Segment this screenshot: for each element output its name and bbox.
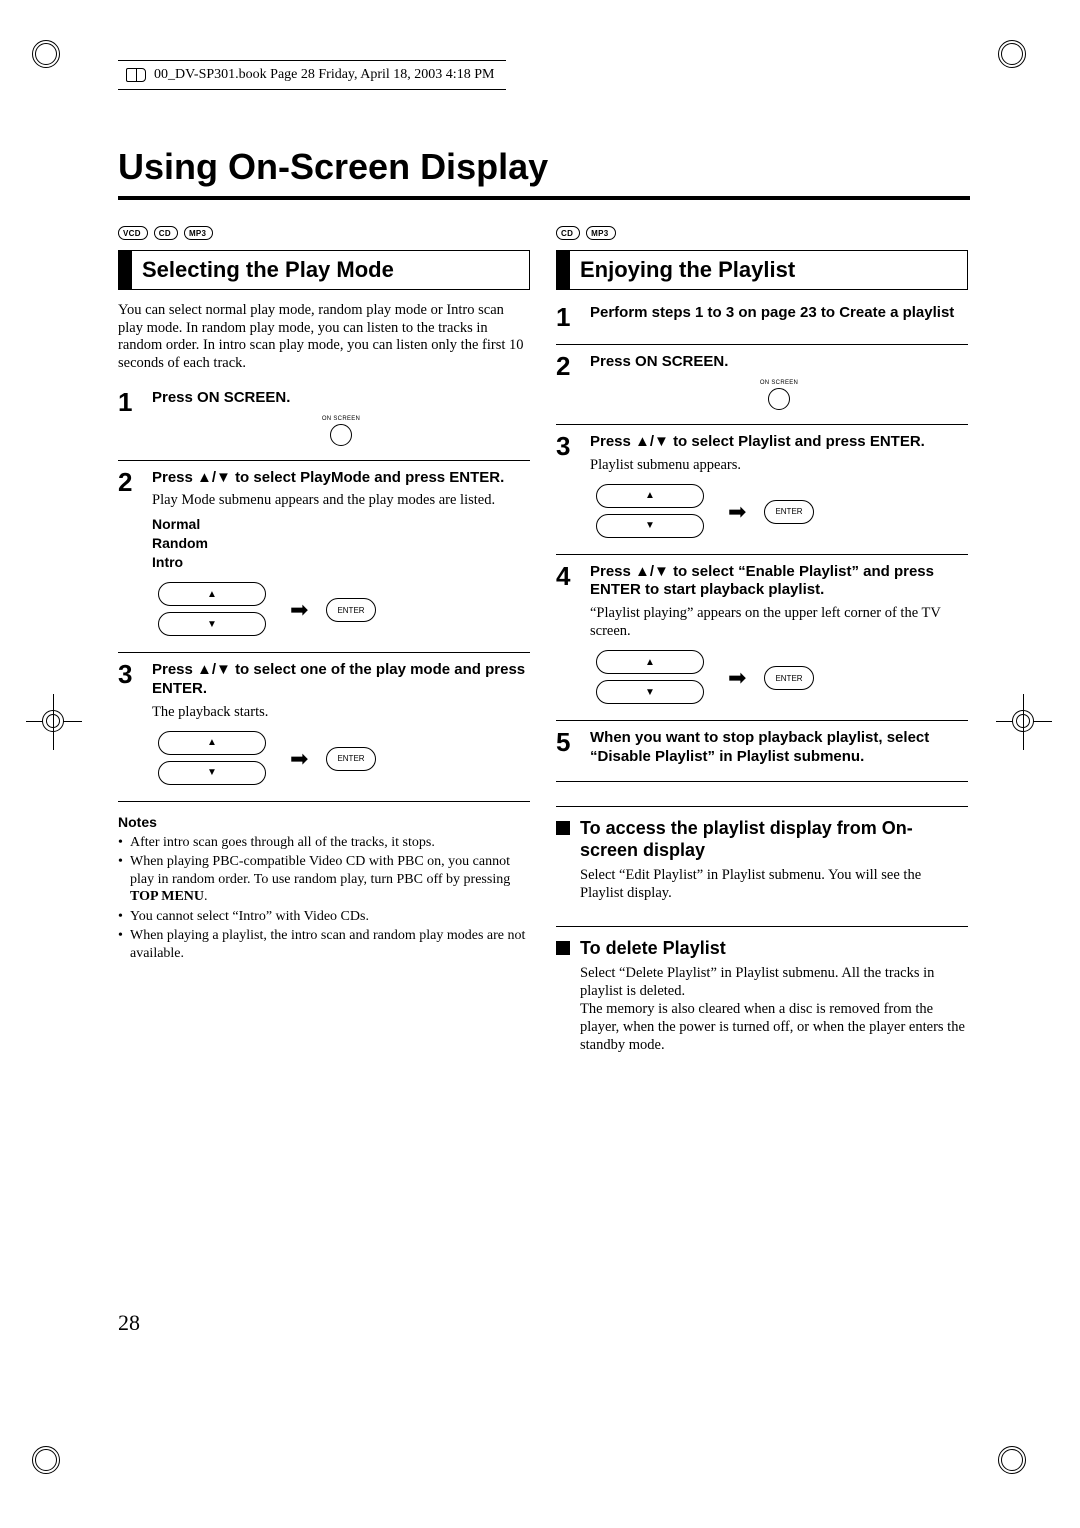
format-badge: MP3 bbox=[184, 226, 213, 240]
columns: VCD CD MP3 Selecting the Play Mode You can… bbox=[118, 226, 970, 1054]
nav-enter-diagram: ▲ ▼ ➡ ENTER bbox=[590, 484, 968, 540]
crop-mark-icon bbox=[998, 40, 1026, 68]
updown-buttons-icon: ▲ ▼ bbox=[590, 650, 710, 706]
step-desc: “Playlist playing” appears on the upper … bbox=[590, 604, 968, 640]
crop-mark-cross-icon bbox=[26, 694, 82, 750]
note-item: After intro scan goes through all of the… bbox=[118, 834, 530, 852]
notes-list: After intro scan goes through all of the… bbox=[118, 834, 530, 963]
step: 2 Press ON SCREEN. ON SCREEN bbox=[556, 345, 968, 425]
square-bullet-icon bbox=[556, 821, 570, 835]
format-badge: CD bbox=[556, 226, 580, 240]
step-number: 2 bbox=[556, 353, 580, 410]
sub2-title: To delete Playlist bbox=[580, 937, 968, 960]
left-badges: VCD CD MP3 bbox=[118, 226, 530, 240]
step-number: 5 bbox=[556, 729, 580, 767]
arrow-right-icon: ➡ bbox=[728, 667, 746, 689]
round-button-icon bbox=[768, 388, 790, 410]
step-desc: The playback starts. bbox=[152, 703, 530, 721]
step-title: Press ON SCREEN. bbox=[590, 353, 968, 372]
format-badge: VCD bbox=[118, 226, 148, 240]
sub1-text: Select “Edit Playlist” in Playlist subme… bbox=[580, 866, 968, 902]
step-desc: Playlist submenu appears. bbox=[590, 456, 968, 474]
onscreen-label: ON SCREEN bbox=[322, 416, 360, 422]
right-column: CD MP3 Enjoying the Playlist 1 Perform st… bbox=[556, 226, 968, 1054]
note-item: You cannot select “Intro” with Video CDs… bbox=[118, 908, 530, 926]
left-intro: You can select normal play mode, random … bbox=[118, 302, 530, 373]
square-bullet-icon bbox=[556, 941, 570, 955]
crop-mark-icon bbox=[32, 1446, 60, 1474]
subsection-2: To delete Playlist Select “Delete Playli… bbox=[556, 926, 968, 1054]
step-title: When you want to stop playback playlist,… bbox=[590, 729, 968, 767]
crop-mark-icon bbox=[32, 40, 60, 68]
step-desc: Play Mode submenu appears and the play m… bbox=[152, 491, 530, 509]
step-title: Press ▲/▼ to select PlayMode and press E… bbox=[152, 469, 530, 488]
step-number: 2 bbox=[118, 469, 142, 639]
arrow-right-icon: ➡ bbox=[728, 501, 746, 523]
step: 4 Press ▲/▼ to select “Enable Playlist” … bbox=[556, 555, 968, 722]
updown-buttons-icon: ▲ ▼ bbox=[152, 582, 272, 638]
updown-buttons-icon: ▲ ▼ bbox=[152, 731, 272, 787]
updown-buttons-icon: ▲ ▼ bbox=[590, 484, 710, 540]
note-item: When playing a playlist, the intro scan … bbox=[118, 927, 530, 962]
enter-button-icon: ENTER bbox=[326, 747, 375, 771]
format-badge: CD bbox=[154, 226, 178, 240]
enter-button-icon: ENTER bbox=[764, 500, 813, 524]
nav-enter-diagram: ▲ ▼ ➡ ENTER bbox=[590, 650, 968, 706]
step-number: 3 bbox=[556, 433, 580, 540]
step: 5 When you want to stop playback playlis… bbox=[556, 721, 968, 782]
step-title: Press ▲/▼ to select “Enable Playlist” an… bbox=[590, 563, 968, 601]
step-number: 1 bbox=[556, 304, 580, 330]
onscreen-button-diagram: ON SCREEN bbox=[749, 380, 809, 410]
note-item: When playing PBC-compatible Video CD wit… bbox=[118, 853, 530, 906]
left-section-title: Selecting the Play Mode bbox=[118, 250, 530, 290]
book-icon bbox=[126, 68, 146, 82]
step: 3 Press ▲/▼ to select one of the play mo… bbox=[118, 653, 530, 802]
left-column: VCD CD MP3 Selecting the Play Mode You can… bbox=[118, 226, 530, 1054]
enter-button-icon: ENTER bbox=[326, 598, 375, 622]
arrow-right-icon: ➡ bbox=[290, 748, 308, 770]
right-badges: CD MP3 bbox=[556, 226, 968, 240]
book-header-line: 00_DV-SP301.book Page 28 Friday, April 1… bbox=[118, 60, 506, 90]
right-section-title: Enjoying the Playlist bbox=[556, 250, 968, 290]
sub1-title: To access the playlist display from On-s… bbox=[580, 817, 968, 862]
step-title: Press ▲/▼ to select one of the play mode… bbox=[152, 661, 530, 699]
subsection-1: To access the playlist display from On-s… bbox=[556, 806, 968, 902]
page-content: 00_DV-SP301.book Page 28 Friday, April 1… bbox=[118, 60, 970, 1054]
format-badge: MP3 bbox=[586, 226, 615, 240]
step: 3 Press ▲/▼ to select Playlist and press… bbox=[556, 425, 968, 555]
page-number: 28 bbox=[118, 1310, 140, 1336]
step-title: Press ▲/▼ to select Playlist and press E… bbox=[590, 433, 968, 452]
onscreen-button-diagram: ON SCREEN bbox=[311, 416, 371, 446]
step-number: 1 bbox=[118, 389, 142, 446]
nav-enter-diagram: ▲ ▼ ➡ ENTER bbox=[152, 582, 530, 638]
enter-button-icon: ENTER bbox=[764, 666, 813, 690]
step-title: Press ON SCREEN. bbox=[152, 389, 530, 408]
book-header-text: 00_DV-SP301.book Page 28 Friday, April 1… bbox=[154, 67, 494, 83]
step: 1 Press ON SCREEN. ON SCREEN bbox=[118, 387, 530, 461]
crop-mark-cross-icon bbox=[996, 694, 1052, 750]
step-sublist: NormalRandomIntro bbox=[152, 515, 530, 572]
step-number: 4 bbox=[556, 563, 580, 707]
step-title: Perform steps 1 to 3 on page 23 to Creat… bbox=[590, 304, 968, 323]
step: 1 Perform steps 1 to 3 on page 23 to Cre… bbox=[556, 302, 968, 345]
notes-heading: Notes bbox=[118, 814, 530, 830]
onscreen-label: ON SCREEN bbox=[760, 380, 798, 386]
sub2-text: Select “Delete Playlist” in Playlist sub… bbox=[580, 964, 968, 1055]
arrow-right-icon: ➡ bbox=[290, 599, 308, 621]
step: 2 Press ▲/▼ to select PlayMode and press… bbox=[118, 461, 530, 654]
nav-enter-diagram: ▲ ▼ ➡ ENTER bbox=[152, 731, 530, 787]
round-button-icon bbox=[330, 424, 352, 446]
step-number: 3 bbox=[118, 661, 142, 787]
page-title: Using On-Screen Display bbox=[118, 146, 970, 200]
crop-mark-icon bbox=[998, 1446, 1026, 1474]
